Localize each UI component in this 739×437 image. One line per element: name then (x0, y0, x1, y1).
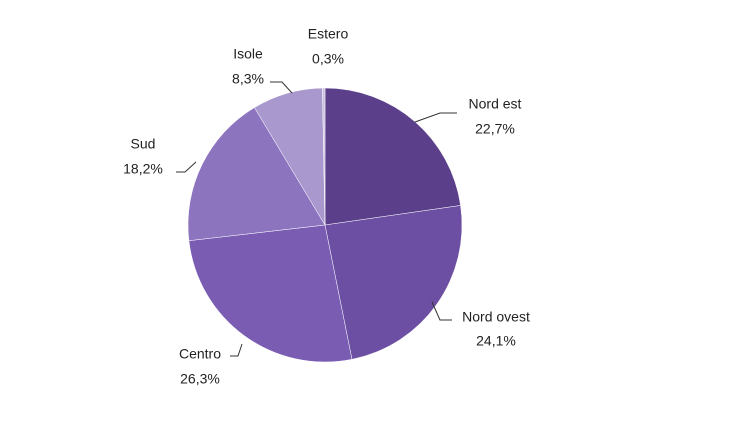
slice-value: 8,3% (232, 71, 264, 87)
slice-label: Nord ovest (462, 309, 530, 325)
leader-line (176, 161, 197, 173)
pie-slice (322, 87, 326, 226)
leader-line (414, 112, 457, 123)
slice-label: Sud (131, 136, 156, 152)
slice-label: Centro (179, 346, 221, 362)
leader-line (431, 301, 452, 321)
leader-line (230, 343, 243, 357)
pie-slice (324, 87, 461, 226)
slice-value: 26,3% (180, 371, 220, 387)
slice-value: 18,2% (123, 161, 163, 177)
slice-label: Nord est (469, 96, 522, 112)
slice-value: 22,7% (475, 121, 515, 137)
pie-slice (187, 107, 326, 241)
leader-line (270, 81, 293, 94)
slice-value: 0,3% (312, 51, 344, 67)
slice-value: 24,1% (476, 333, 516, 349)
slice-label: Estero (308, 26, 349, 42)
pie-slice (188, 224, 353, 363)
pie-slice (324, 205, 463, 360)
slice-label: Isole (233, 46, 263, 62)
